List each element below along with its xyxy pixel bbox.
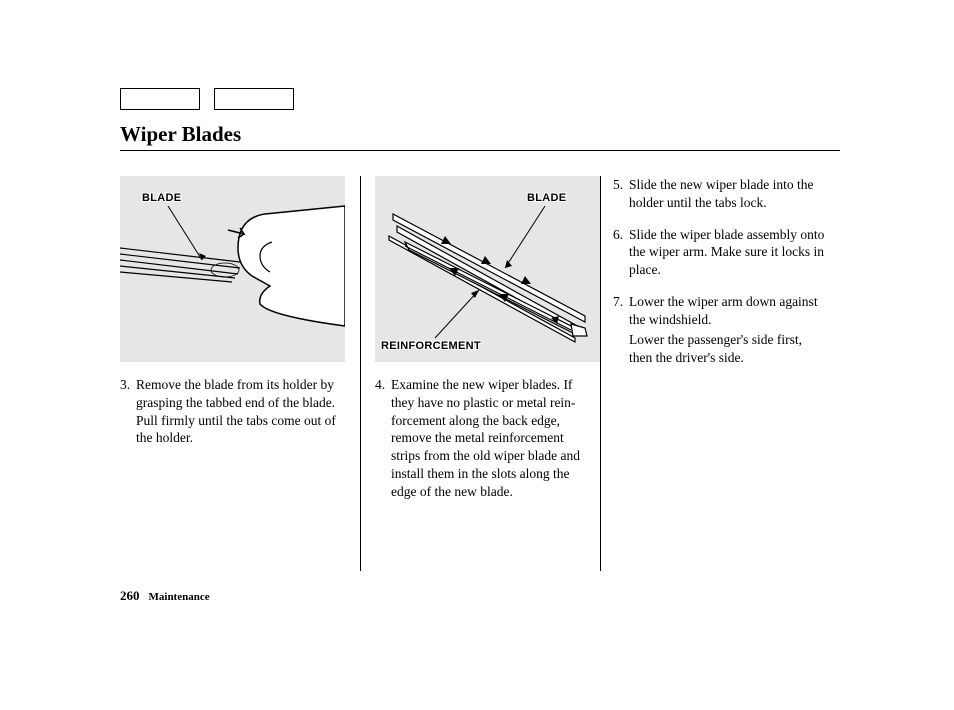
step-number: 7. — [613, 293, 629, 366]
step-7-extra: Lower the passenger's side first, then t… — [629, 331, 826, 367]
step-text: Slide the wiper blade assembly onto the … — [629, 226, 826, 279]
step-3: 3. Remove the blade from its holder by g… — [120, 376, 346, 447]
step-text: Lower the wiper arm down against the win… — [629, 293, 826, 366]
figure-label-reinforcement: REINFORCEMENT — [381, 340, 481, 352]
step-7: 7. Lower the wiper arm down against the … — [613, 293, 826, 366]
header-index-boxes — [120, 88, 294, 110]
figure-label-blade: BLADE — [527, 192, 566, 204]
column-1: BLADE 3. Remove the blade from its holde… — [120, 176, 360, 571]
manual-page: Wiper Blades — [0, 0, 954, 710]
step-5: 5. Slide the new wiper blade into the ho… — [613, 176, 826, 212]
content-columns: BLADE 3. Remove the blade from its holde… — [120, 176, 840, 571]
index-box — [214, 88, 294, 110]
section-name: Maintenance — [149, 591, 210, 603]
step-text: Examine the new wiper blades. If they ha… — [391, 376, 586, 501]
column-3: 5. Slide the new wiper blade into the ho… — [600, 176, 840, 571]
step-text: Remove the blade from its holder by gras… — [136, 376, 346, 447]
step-number: 4. — [375, 376, 391, 501]
step-text: Slide the new wiper blade into the holde… — [629, 176, 826, 212]
step-4: 4. Examine the new wiper blades. If they… — [375, 376, 586, 501]
step-number: 5. — [613, 176, 629, 212]
step-number: 3. — [120, 376, 136, 447]
step-number: 6. — [613, 226, 629, 279]
column-2: BLADE REINFORCEMENT 4. Examine the new w… — [360, 176, 600, 571]
title-rule — [120, 150, 840, 151]
figure-blade-removal: BLADE — [120, 176, 345, 362]
index-box — [120, 88, 200, 110]
figure-label-blade: BLADE — [142, 192, 181, 204]
page-footer: 260 Maintenance — [120, 588, 210, 604]
step-6: 6. Slide the wiper blade assembly onto t… — [613, 226, 826, 279]
figure-reinforcement: BLADE REINFORCEMENT — [375, 176, 600, 362]
page-title: Wiper Blades — [120, 122, 241, 147]
page-number: 260 — [120, 588, 140, 603]
step-7-main: Lower the wiper arm down against the win… — [629, 294, 818, 327]
